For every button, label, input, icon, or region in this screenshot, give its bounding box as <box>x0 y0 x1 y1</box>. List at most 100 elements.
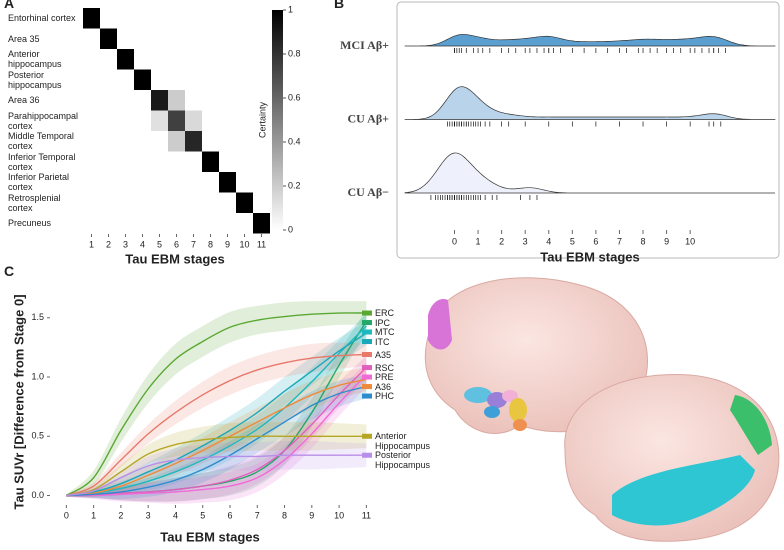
series-line <box>66 385 367 497</box>
heat-cell <box>219 131 236 152</box>
x-tick-label: 3 <box>123 239 128 249</box>
x-tick-label: 6 <box>227 510 232 520</box>
heat-cell <box>134 8 151 29</box>
x-tick-label: 4 <box>173 510 178 520</box>
heat-cell <box>151 28 168 49</box>
x-tick-label: 6 <box>593 236 598 246</box>
x-tick-label: 4 <box>140 239 145 249</box>
heat-cell <box>100 192 117 213</box>
heat-cell <box>219 151 236 172</box>
x-tick-label: 10 <box>685 236 695 246</box>
heat-cell <box>117 131 134 152</box>
series-label: A36 <box>375 381 392 392</box>
heat-cell <box>134 192 151 213</box>
density <box>404 86 775 120</box>
heat-cell <box>202 110 219 131</box>
heat-cell <box>236 8 253 29</box>
heat-cell <box>168 28 185 49</box>
confidence-band <box>66 374 367 500</box>
heat-cell <box>100 90 117 111</box>
heat-cell <box>185 131 202 152</box>
series-label: Anterior Hippocampus <box>375 431 431 452</box>
row-label: Area 36 <box>8 95 40 106</box>
heat-cell <box>134 213 151 234</box>
y-tick-label: 1.5 <box>31 312 44 322</box>
heat-cell <box>117 69 134 90</box>
heat-cell <box>219 8 236 29</box>
heat-cell <box>168 90 185 111</box>
x-tick-label: 6 <box>174 239 179 249</box>
heat-cell <box>151 69 168 90</box>
confidence-band <box>66 342 367 497</box>
density <box>404 34 776 47</box>
heat-cell <box>117 172 134 193</box>
heat-cell <box>253 213 270 234</box>
heat-cell <box>100 131 117 152</box>
end-marker <box>362 374 372 380</box>
x-tick-label: 9 <box>664 236 669 246</box>
heat-cell <box>185 90 202 111</box>
heat-cell <box>83 213 100 234</box>
heat-cell <box>151 90 168 111</box>
heat-cell <box>100 110 117 131</box>
confidence-band <box>66 301 367 497</box>
heat-cell <box>236 192 253 213</box>
heat-cell <box>151 172 168 193</box>
heat-cell <box>134 28 151 49</box>
heat-cell <box>185 8 202 29</box>
heat-cell <box>168 213 185 234</box>
heat-cell <box>236 90 253 111</box>
heat-cell <box>168 172 185 193</box>
heat-cell <box>117 213 134 234</box>
heat-cell <box>185 28 202 49</box>
x-tick-label: 7 <box>617 236 622 246</box>
heat-cell <box>185 110 202 131</box>
x-tick-label: 5 <box>200 510 205 520</box>
x-tick-label: 10 <box>334 510 344 520</box>
x-tick-label: 3 <box>146 510 151 520</box>
heat-cell <box>202 131 219 152</box>
heat-cell <box>100 8 117 29</box>
row-label: Area 35 <box>8 33 40 44</box>
end-marker <box>362 339 372 345</box>
confidence-band <box>66 314 367 497</box>
x-tick-label: 11 <box>257 239 266 249</box>
heat-cell <box>151 110 168 131</box>
heat-cell <box>168 49 185 70</box>
series-label: ITC <box>375 336 390 347</box>
colorbar <box>272 10 283 230</box>
heat-cell <box>117 8 134 29</box>
x-tick-label: 5 <box>157 239 162 249</box>
x-tick-label: 8 <box>641 236 646 246</box>
heat-cell <box>168 8 185 29</box>
heat-cell <box>219 213 236 234</box>
heat-cell <box>134 172 151 193</box>
end-marker <box>362 452 372 458</box>
heat-cell <box>202 28 219 49</box>
row-label: Parahippocampal cortex <box>8 110 79 131</box>
heat-cell <box>100 28 117 49</box>
x-tick-label: 0 <box>452 236 457 246</box>
heat-cell <box>151 213 168 234</box>
end-marker <box>362 433 372 439</box>
end-marker <box>362 393 372 399</box>
series-label: RSC <box>375 362 395 373</box>
heat-cell <box>219 172 236 193</box>
x-tick-label: 3 <box>523 236 528 246</box>
row-label: Retrosplenial cortex <box>8 192 61 213</box>
series-label: A35 <box>375 349 392 360</box>
heat-cell <box>253 49 270 70</box>
series-label: MTC <box>375 327 395 338</box>
x-tick-label: 9 <box>225 239 230 249</box>
series-label: ERC <box>375 308 395 319</box>
x-tick-label: 5 <box>570 236 575 246</box>
heat-cell <box>83 90 100 111</box>
heat-cell <box>253 28 270 49</box>
heat-cell <box>168 192 185 213</box>
end-marker <box>362 365 372 371</box>
heat-cell <box>219 69 236 90</box>
x-tick-label: 1 <box>89 239 94 249</box>
x-tick-label: 0 <box>64 510 69 520</box>
heat-cell <box>253 172 270 193</box>
